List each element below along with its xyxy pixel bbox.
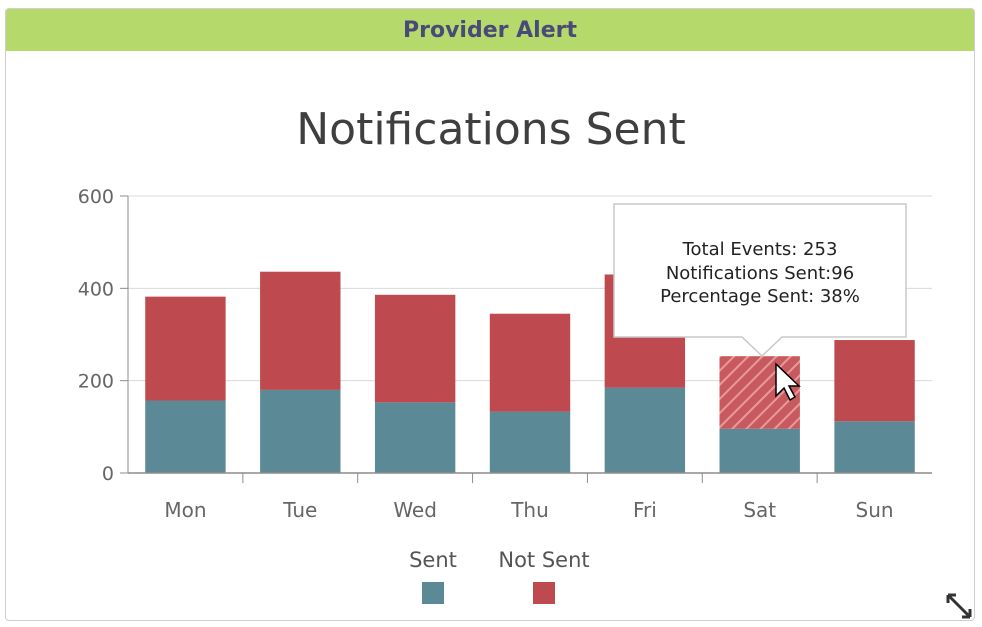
mouse-pointer-icon bbox=[775, 362, 801, 402]
bar-sent-mon[interactable] bbox=[145, 400, 226, 473]
bar-not-sent-tue[interactable] bbox=[260, 271, 341, 390]
tooltip-pointer bbox=[742, 336, 782, 356]
bar-not-sent-sun[interactable] bbox=[834, 340, 915, 422]
x-tick-label: Fri bbox=[633, 498, 657, 522]
legend-swatch[interactable] bbox=[533, 582, 555, 604]
bar-not-sent-mon[interactable] bbox=[145, 296, 226, 401]
x-tick-label: Wed bbox=[393, 498, 437, 522]
x-tick-label: Tue bbox=[282, 498, 317, 522]
bar-sent-fri[interactable] bbox=[604, 387, 686, 473]
bar-sent-sun[interactable] bbox=[834, 421, 915, 473]
bar-not-sent-thu[interactable] bbox=[489, 313, 571, 412]
bar-not-sent-wed[interactable] bbox=[374, 294, 456, 403]
x-tick-label: Sat bbox=[743, 498, 776, 522]
x-tick-label: Mon bbox=[164, 498, 206, 522]
x-tick-label: Thu bbox=[510, 498, 549, 522]
chart-tooltip: Total Events: 253 Notifications Sent:96 … bbox=[613, 203, 907, 358]
legend-label: Sent bbox=[409, 548, 457, 572]
legend-label: Not Sent bbox=[498, 548, 589, 572]
bar-sent-wed[interactable] bbox=[374, 402, 456, 473]
bar-sent-tue[interactable] bbox=[260, 389, 341, 473]
tooltip-pointer-outline bbox=[741, 336, 783, 358]
y-tick-label: 600 bbox=[78, 186, 114, 208]
panel-header: Provider Alert bbox=[6, 9, 974, 51]
chart-title: Notifications Sent bbox=[296, 104, 686, 155]
tooltip-line-percentage: Percentage Sent: 38% bbox=[660, 286, 860, 307]
bar-sent-thu[interactable] bbox=[489, 411, 571, 473]
y-tick-label: 200 bbox=[78, 371, 114, 393]
legend-swatch[interactable] bbox=[422, 582, 444, 604]
x-tick-label: Sun bbox=[856, 498, 894, 522]
resize-icon[interactable] bbox=[944, 591, 974, 621]
tooltip-line-sent: Notifications Sent:96 bbox=[666, 263, 854, 284]
tooltip-box bbox=[613, 203, 907, 338]
y-tick-label: 400 bbox=[78, 278, 114, 300]
bar-sent-sat[interactable] bbox=[719, 428, 800, 473]
y-tick-label: 0 bbox=[102, 463, 114, 485]
tooltip-line-total: Total Events: 253 bbox=[682, 239, 838, 260]
